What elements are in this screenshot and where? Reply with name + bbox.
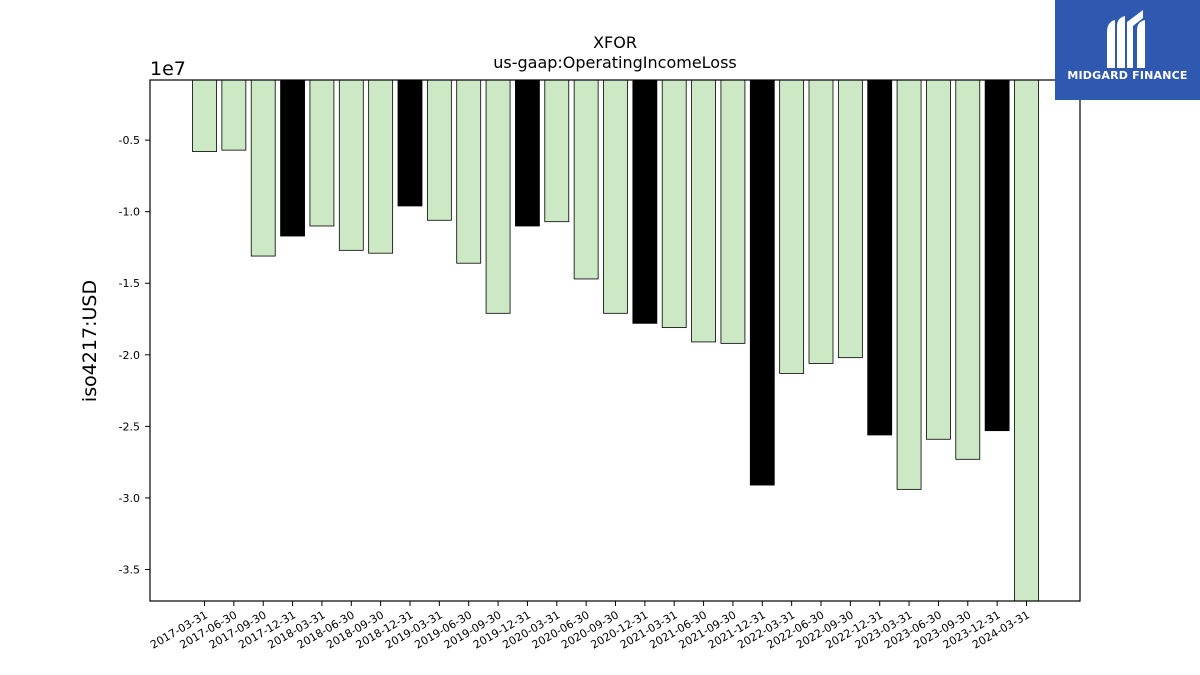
- bar-2022-06-30: [808, 79, 834, 364]
- bar-2022-03-31: [779, 79, 805, 374]
- bar-2018-06-30: [338, 79, 364, 251]
- chart-title: XFOR: [593, 33, 637, 52]
- bar-2023-03-31: [896, 79, 922, 490]
- bar-2020-12-31: [632, 79, 658, 324]
- bar-2021-06-30: [691, 79, 716, 343]
- bar-2018-09-30: [368, 79, 394, 254]
- bar-2017-06-30: [221, 79, 247, 151]
- y-tick-label: -3.0: [119, 492, 140, 505]
- bars-group: [192, 79, 1039, 602]
- bar-2021-12-31: [749, 79, 775, 486]
- bar-2021-09-30: [720, 79, 746, 344]
- bar-2019-09-30: [485, 79, 511, 314]
- bar-2019-06-30: [456, 79, 482, 264]
- y-tick-label: -3.5: [119, 564, 140, 577]
- y-tick-label: -0.5: [119, 134, 140, 147]
- plot-frame: [149, 79, 1081, 602]
- bar-2021-03-31: [661, 79, 687, 329]
- x-axis-ticks: 2017-03-312017-06-302017-09-302017-12-31…: [148, 601, 1032, 652]
- bar-2020-03-31: [544, 79, 570, 223]
- y-tick-label: -1.5: [119, 277, 140, 290]
- y-tick-label: -2.5: [119, 420, 140, 433]
- midgard-finance-logo: MIDGARD FINANCE: [1055, 0, 1200, 100]
- y-axis-label: iso4217:USD: [79, 280, 101, 402]
- y-axis-ticks: -0.5 -1.0 -1.5 -2.0 -2.5 -3.0 -3.5: [119, 134, 150, 577]
- bar-2017-03-31: [192, 79, 217, 152]
- logo-text: MIDGARD FINANCE: [1067, 69, 1188, 82]
- bar-2024-03-31: [1014, 79, 1039, 602]
- logo-mark-icon: [1107, 10, 1145, 68]
- bar-2017-09-30: [250, 79, 276, 257]
- y-tick-label: -2.0: [119, 349, 140, 362]
- bar-2020-06-30: [573, 79, 599, 280]
- y-offset-label: 1e7: [150, 58, 186, 80]
- bar-2018-12-31: [397, 79, 423, 207]
- bar-2019-12-31: [515, 79, 540, 227]
- bar-2018-03-31: [309, 79, 335, 227]
- bar-2023-06-30: [926, 79, 951, 440]
- y-tick-label: -1.0: [119, 206, 140, 219]
- bar-2022-12-31: [867, 79, 893, 436]
- bar-2022-09-30: [837, 79, 863, 359]
- bar-2023-09-30: [955, 79, 981, 460]
- bar-2019-03-31: [426, 79, 452, 221]
- chart-subtitle: us-gaap:OperatingIncomeLoss: [493, 53, 737, 72]
- bar-2017-12-31: [280, 79, 305, 237]
- bar-2020-09-30: [603, 79, 628, 314]
- bar-2023-12-31: [984, 79, 1010, 432]
